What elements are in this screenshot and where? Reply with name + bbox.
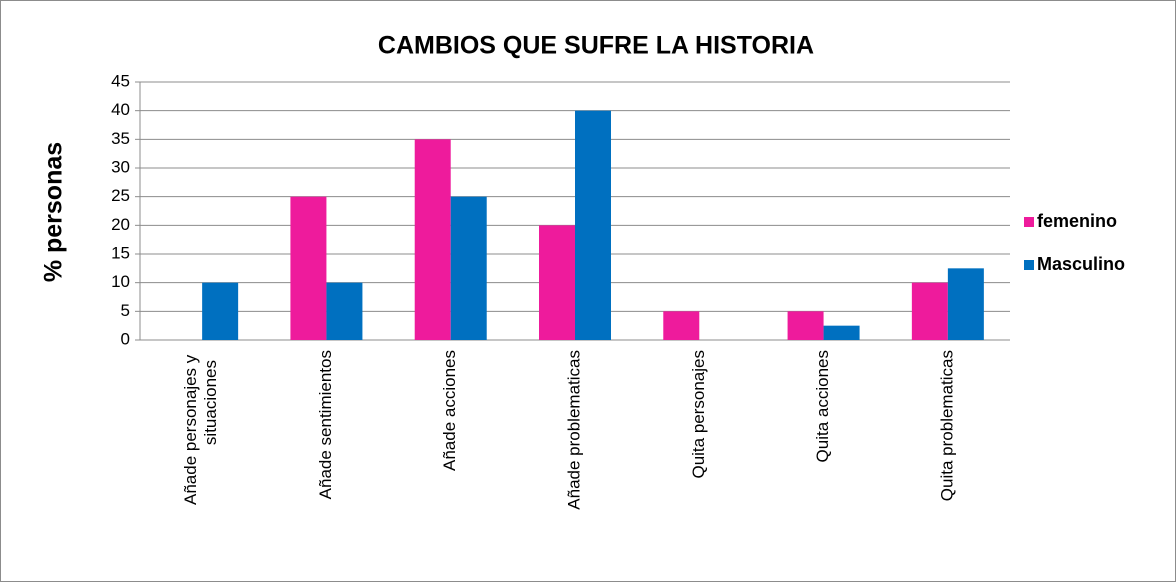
bar [911,282,948,340]
y-tick-label: 10 [111,272,130,291]
legend-swatch [1024,260,1034,270]
y-tick-label: 20 [111,215,130,234]
y-tick-label: 45 [111,71,130,90]
x-tick-label: Quita personajes [689,350,708,479]
x-tick-label: Quita acciones [813,350,832,462]
x-tick-label: Quita problematicas [937,350,956,501]
bar [575,110,611,341]
chart-title: CAMBIOS QUE SUFRE LA HISTORIA [378,32,814,60]
bar [450,196,487,340]
bar [326,282,363,340]
y-tick-label: 30 [111,157,130,176]
bar [539,225,575,340]
y-tick-label: 15 [111,243,130,262]
bar [787,311,824,340]
bar [947,268,984,340]
legend-label: Masculino [1037,254,1125,274]
bar [202,282,239,340]
x-tick-label: Añade personajes y situaciones [182,350,221,505]
bar [663,311,700,340]
bar [823,325,860,340]
legend-swatch [1024,217,1034,227]
x-tick-label: Añade acciones [440,350,459,471]
bar [414,139,451,340]
bar [290,196,327,340]
y-tick-label: 40 [111,100,130,119]
y-tick-label: 5 [121,301,130,320]
y-tick-label: 25 [111,186,130,205]
y-tick-label: 35 [111,129,130,148]
x-tick-label: Añade problematicas [564,350,583,510]
y-tick-label: 0 [121,329,130,348]
y-axis-title: % personas [40,142,68,282]
legend-label: femenino [1037,211,1117,231]
x-tick-label: Añade sentimientos [316,350,335,499]
